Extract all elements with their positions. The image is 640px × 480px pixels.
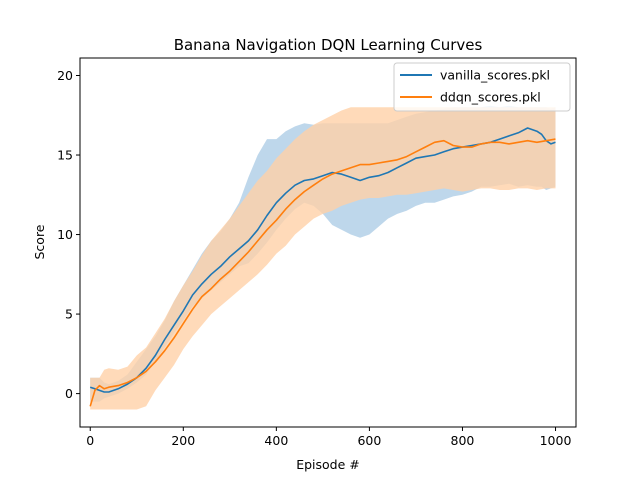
spread-band-ddqn: [90, 107, 556, 410]
series-lines: [89, 127, 556, 407]
legend-label-ddqn: ddqn_scores.pkl: [440, 90, 541, 105]
x-tick-label: 200: [171, 433, 195, 448]
y-tick-label: 15: [57, 148, 73, 163]
plot-frame: [79, 57, 577, 428]
x-axis: 0 200 400 600 800 1000: [86, 427, 571, 448]
series-line-ddqn: [89, 138, 556, 407]
legend: vanilla_scores.pkl ddqn_scores.pkl: [393, 62, 571, 112]
y-tick-label: 5: [65, 307, 73, 322]
x-tick-label: 800: [451, 433, 475, 448]
y-axis-label: Score: [32, 224, 47, 259]
x-tick-label: 1000: [540, 433, 572, 448]
x-tick-label: 0: [86, 433, 94, 448]
spread-bands: [90, 105, 556, 410]
y-tick-label: 20: [57, 68, 73, 83]
y-tick-label: 0: [65, 386, 73, 401]
x-tick-label: 600: [357, 433, 381, 448]
y-tick-label: 10: [57, 227, 73, 242]
legend-box: [393, 62, 571, 112]
chart-title: Banana Navigation DQN Learning Curves: [174, 36, 483, 54]
y-axis: 0 5 10 15 20: [57, 68, 80, 401]
legend-label-vanilla: vanilla_scores.pkl: [440, 68, 550, 83]
x-tick-label: 400: [264, 433, 288, 448]
x-axis-label: Episode #: [296, 457, 360, 472]
